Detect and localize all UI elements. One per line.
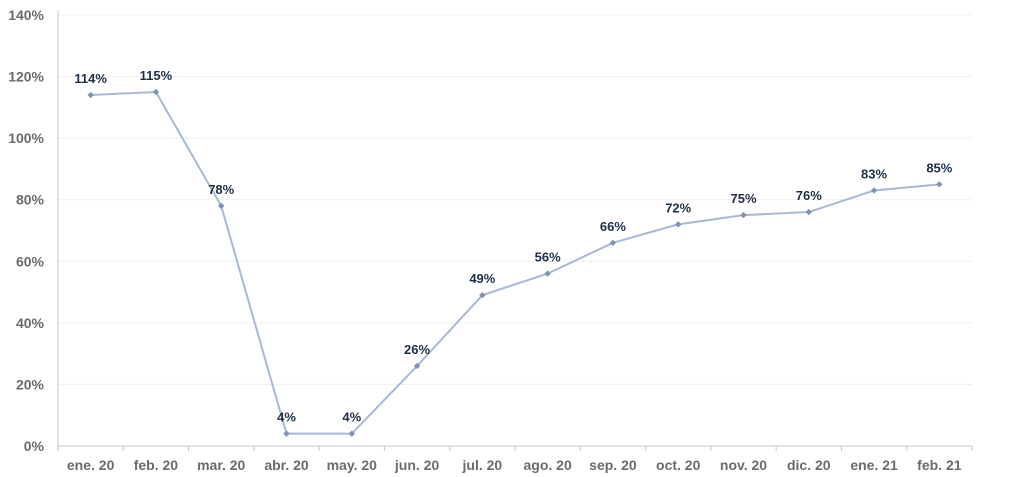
y-axis-ticks: 0% 20% 40% 60% 80% 100% 120% 140% [8,7,44,454]
y-tick-label: 20% [16,376,45,392]
data-label: 115% [140,68,173,83]
data-point-marker [609,239,617,247]
data-label: 75% [730,191,756,206]
data-label: 76% [796,188,822,203]
y-tick-label: 0% [24,438,45,454]
data-label: 83% [861,166,887,181]
series-line-path [90,90,940,435]
y-tick-label: 140% [8,7,44,23]
y-tick-label: 60% [16,253,45,269]
data-labels: 114% 115% 78% 4% 4% 26% 49% 56% 66% 72% 75% 76% 83% 8… [74,68,952,425]
data-label: 56% [535,250,561,265]
data-label: 49% [469,271,495,286]
x-tick-label: abr. 20 [264,457,309,473]
data-label: 114% [74,71,107,86]
axes [57,10,973,451]
y-tick-label: 100% [8,130,44,146]
series-line [90,90,940,435]
data-point-marker [87,91,94,99]
data-point-marker [218,202,225,210]
data-point-marker [152,88,160,96]
x-tick-label: ene. 21 [850,457,898,473]
data-label: 85% [926,160,952,175]
x-tick-label: jun. 20 [394,457,440,473]
x-tick-label: ene. 20 [67,457,115,473]
data-point-marker [740,211,747,219]
x-tick-label: ago. 20 [524,457,572,473]
data-label: 26% [404,342,430,357]
x-tick-label: nov. 20 [720,457,767,473]
y-tick-label: 80% [16,192,45,208]
x-tick-label: dic. 20 [787,457,831,473]
x-tick-label: oct. 20 [656,457,701,473]
x-axis-ticks: ene. 20 feb. 20 mar. 20 abr. 20 may. 20 jun. … [67,457,962,473]
data-label: 72% [665,200,691,215]
data-point-marker [675,221,682,228]
data-label: 66% [600,219,626,234]
data-point-marker [544,270,551,277]
data-point-marker [870,187,878,194]
data-point-marker [283,430,290,437]
data-label: 78% [208,182,234,197]
data-point-marker [413,362,421,370]
x-tick-label: feb. 20 [134,457,179,473]
x-tick-label: mar. 20 [197,457,245,473]
data-point-marker [348,430,355,437]
data-points [87,88,943,437]
data-label: 4% [342,410,361,425]
data-point-marker [936,181,943,188]
data-label: 4% [277,410,296,425]
data-point-marker [479,291,486,299]
x-tick-label: jul. 20 [462,457,503,473]
data-point-marker [805,208,812,216]
y-tick-label: 120% [8,69,44,85]
x-tick-label: may. 20 [327,457,378,473]
x-tick-label: sep. 20 [589,457,637,473]
gridlines [58,14,972,385]
y-tick-label: 40% [16,315,45,331]
x-tick-label: feb. 21 [917,457,962,473]
